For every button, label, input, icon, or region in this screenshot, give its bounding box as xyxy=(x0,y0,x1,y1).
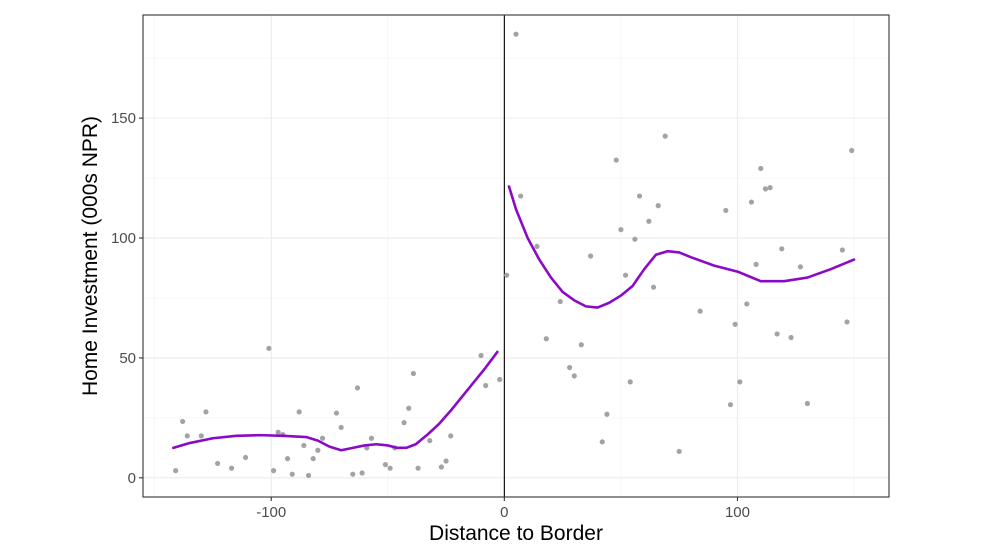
data-point xyxy=(387,465,393,471)
data-point xyxy=(296,409,302,415)
data-point xyxy=(518,193,524,199)
data-point xyxy=(732,321,738,327)
data-point xyxy=(797,264,804,270)
data-point xyxy=(613,157,619,163)
data-point xyxy=(504,272,510,278)
data-point xyxy=(697,308,703,314)
data-point xyxy=(774,331,780,337)
data-point xyxy=(627,379,633,385)
data-points xyxy=(173,31,855,479)
y-tick-label: 50 xyxy=(119,350,136,367)
data-point xyxy=(301,442,307,449)
data-point xyxy=(839,247,845,253)
x-tick-label: -100 xyxy=(256,504,286,521)
x-tick-label: 0 xyxy=(500,504,508,521)
fit-curves xyxy=(172,185,856,452)
data-point xyxy=(604,411,610,417)
data-point xyxy=(779,246,785,252)
data-point xyxy=(483,382,489,389)
x-axis-ticks: -100 0 100 xyxy=(256,497,750,521)
data-point xyxy=(758,165,764,172)
data-point xyxy=(599,439,605,445)
data-point xyxy=(266,345,272,351)
data-point xyxy=(788,334,794,341)
major-gridlines xyxy=(143,15,889,497)
data-point xyxy=(646,218,652,224)
data-point xyxy=(662,133,668,139)
data-point xyxy=(315,447,321,453)
data-point xyxy=(767,185,773,191)
data-point xyxy=(557,298,563,305)
data-point xyxy=(632,236,638,242)
data-point xyxy=(368,435,375,441)
data-point xyxy=(737,379,743,385)
data-point xyxy=(415,465,421,471)
y-axis-title: Home Investment (000s NPR) xyxy=(79,116,102,396)
data-point xyxy=(203,409,209,415)
data-point xyxy=(406,405,412,411)
data-point xyxy=(723,207,729,214)
data-point xyxy=(173,468,179,474)
y-tick-label: 100 xyxy=(111,230,136,247)
fit-curve xyxy=(507,185,856,309)
data-point xyxy=(588,253,594,259)
data-point xyxy=(748,199,755,205)
data-point xyxy=(478,352,484,359)
data-point xyxy=(443,458,449,464)
data-point xyxy=(270,468,277,474)
data-point xyxy=(401,420,407,426)
data-point xyxy=(242,454,249,461)
data-point xyxy=(180,418,186,425)
x-tick-label: 100 xyxy=(725,504,750,521)
data-point xyxy=(618,227,624,233)
data-point xyxy=(513,31,519,37)
x-axis-title: Distance to Border xyxy=(429,522,603,545)
data-point xyxy=(804,400,811,407)
data-point xyxy=(578,342,584,348)
data-point xyxy=(655,203,661,209)
data-point xyxy=(676,448,682,455)
panel-border xyxy=(142,14,890,498)
data-point xyxy=(382,462,389,468)
minor-gridlines xyxy=(143,15,889,497)
data-point xyxy=(319,435,326,441)
data-point xyxy=(284,456,291,462)
data-point xyxy=(438,464,444,470)
data-point xyxy=(228,465,235,471)
data-point xyxy=(571,373,577,379)
data-point xyxy=(333,410,340,416)
data-point xyxy=(543,336,549,342)
data-point xyxy=(650,284,657,290)
data-point xyxy=(359,470,365,476)
data-point xyxy=(744,301,750,307)
data-point xyxy=(350,471,356,477)
y-tick-label: 150 xyxy=(111,110,136,127)
data-point xyxy=(305,472,312,479)
data-point xyxy=(275,429,281,435)
data-point xyxy=(427,438,433,444)
data-point xyxy=(497,376,503,383)
data-point xyxy=(338,424,344,431)
y-tick-label: 0 xyxy=(128,470,136,487)
data-point xyxy=(215,460,221,467)
fit-curve xyxy=(172,350,499,452)
data-point xyxy=(289,471,295,477)
data-point xyxy=(534,243,540,250)
data-point xyxy=(354,385,361,391)
data-point xyxy=(622,272,629,278)
data-point xyxy=(567,364,573,371)
data-point xyxy=(410,370,417,377)
data-point xyxy=(448,433,454,439)
data-point xyxy=(762,186,769,192)
data-point xyxy=(849,147,855,154)
y-axis-ticks: 0 50 100 150 xyxy=(111,110,143,487)
data-point xyxy=(753,261,759,267)
data-point xyxy=(198,433,204,439)
data-point xyxy=(310,456,316,462)
data-point xyxy=(636,193,643,199)
data-point xyxy=(184,433,190,439)
data-point xyxy=(844,319,850,325)
data-point xyxy=(727,402,734,408)
